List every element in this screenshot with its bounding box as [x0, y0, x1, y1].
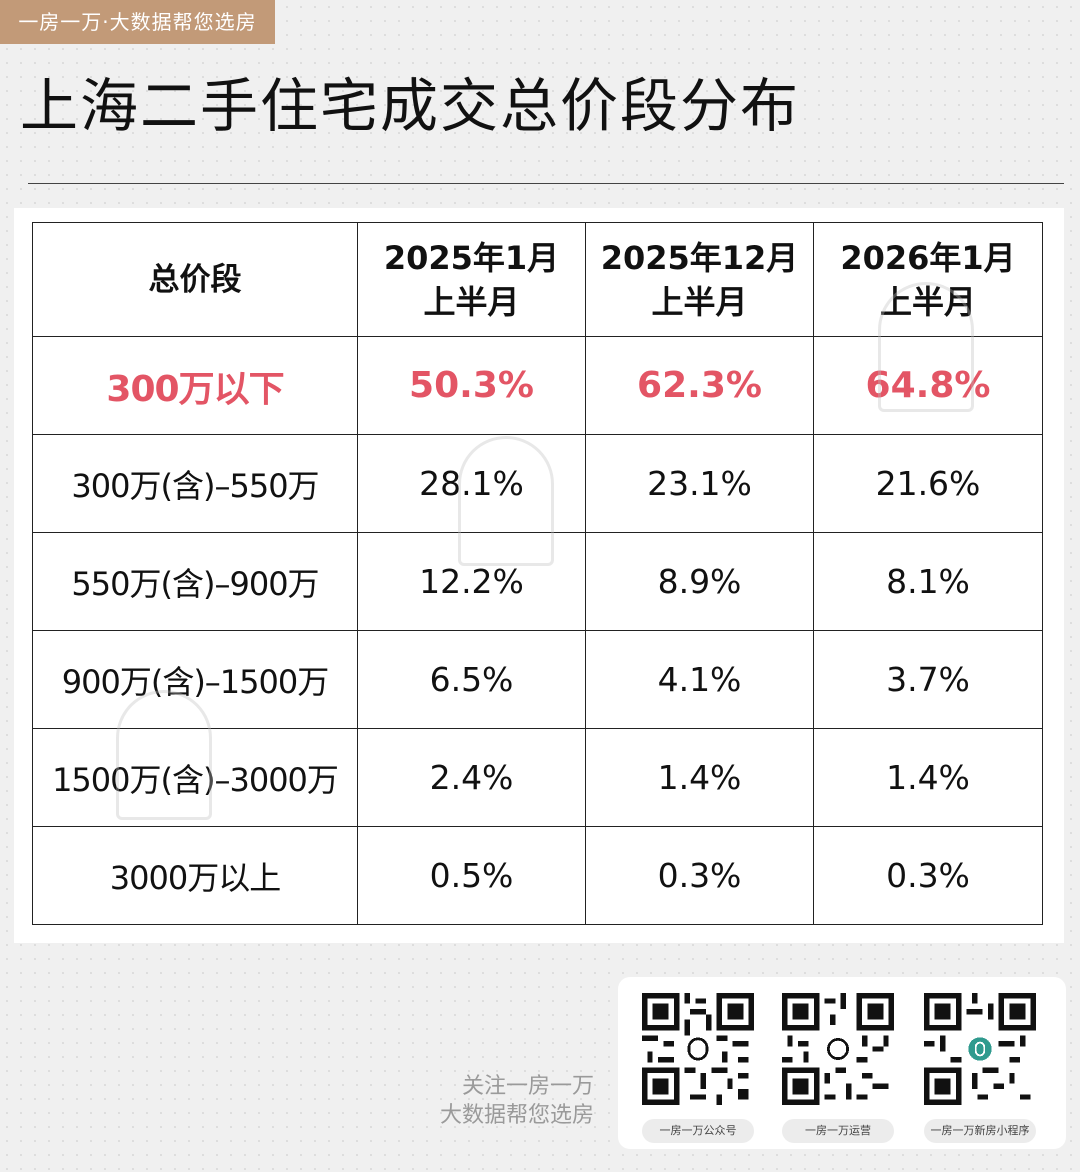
qr-code-icon — [782, 993, 894, 1105]
cell-value: 8.9% — [585, 532, 814, 631]
header-period-2: 2025年12月 上半月 — [585, 222, 814, 337]
qr-code-icon — [642, 993, 754, 1105]
watermark-logo-icon — [116, 690, 212, 820]
cell-value: 2.4% — [357, 728, 586, 827]
cell-value: 0.3% — [813, 826, 1043, 925]
cell-value: 1.4% — [813, 728, 1043, 827]
table-row: 3000万以上 0.5% 0.3% 0.3% — [32, 826, 1043, 925]
page-title: 上海二手住宅成交总价段分布 — [20, 72, 801, 140]
qr-label: 一房一万公众号 — [642, 1119, 754, 1143]
footer-line-1: 关注一房一万 — [461, 1074, 594, 1099]
cell-value: 0.3% — [585, 826, 814, 925]
cell-value: 50.3% — [357, 336, 586, 435]
brand-tag: 一房一万·大数据帮您选房 — [0, 0, 275, 44]
table-row: 900万(含)–1500万 6.5% 4.1% 3.7% — [32, 630, 1043, 729]
qr-code-official-account[interactable] — [642, 993, 754, 1105]
qr-label: 一房一万新房小程序 — [924, 1119, 1036, 1143]
cell-value: 0.5% — [357, 826, 586, 925]
footer-caption: 关注一房一万 大数据帮您选房 — [400, 1072, 594, 1130]
watermark-logo-icon — [878, 282, 974, 412]
row-label: 300万(含)–550万 — [32, 434, 358, 533]
cell-value: 3.7% — [813, 630, 1043, 729]
qr-code-operations[interactable] — [782, 993, 894, 1105]
cell-value: 62.3% — [585, 336, 814, 435]
table-header-row: 总价段 2025年1月 上半月 2025年12月 上半月 2026年1月 上半月 — [32, 222, 1043, 337]
row-label: 300万以下 — [32, 336, 358, 435]
header-price-range: 总价段 — [32, 222, 358, 337]
watermark-logo-icon — [458, 436, 554, 566]
qr-label: 一房一万运营 — [782, 1119, 894, 1143]
title-divider — [28, 183, 1064, 184]
row-label: 900万(含)–1500万 — [32, 630, 358, 729]
table-row: 550万(含)–900万 12.2% 8.9% 8.1% — [32, 532, 1043, 631]
cell-value: 23.1% — [585, 434, 814, 533]
qr-code-mini-program[interactable] — [924, 993, 1036, 1105]
row-label: 3000万以上 — [32, 826, 358, 925]
row-label: 550万(含)–900万 — [32, 532, 358, 631]
qr-code-icon — [924, 993, 1036, 1105]
cell-value: 21.6% — [813, 434, 1043, 533]
cell-value: 4.1% — [585, 630, 814, 729]
footer-line-2: 大数据帮您选房 — [439, 1103, 594, 1128]
header-period-1: 2025年1月 上半月 — [357, 222, 586, 337]
cell-value: 6.5% — [357, 630, 586, 729]
price-distribution-table: 总价段 2025年1月 上半月 2025年12月 上半月 2026年1月 上半月 30… — [32, 222, 1043, 925]
cell-value: 8.1% — [813, 532, 1043, 631]
table-row: 300万以下 50.3% 62.3% 64.8% — [32, 336, 1043, 435]
cell-value: 1.4% — [585, 728, 814, 827]
